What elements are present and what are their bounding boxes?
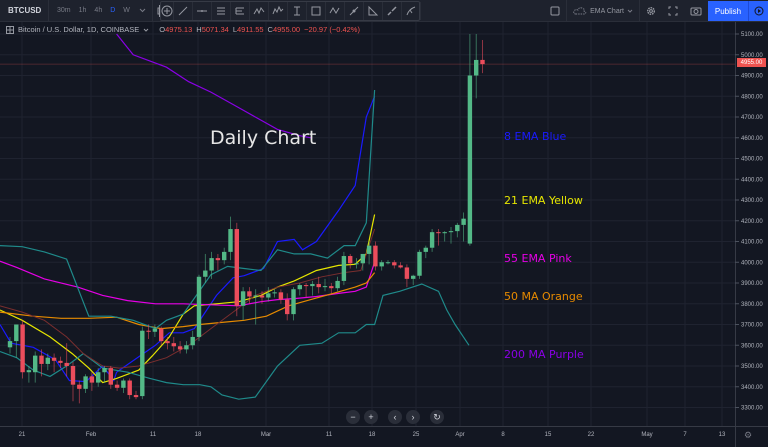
axis-settings-gear-icon[interactable]: ⚙	[744, 430, 753, 440]
camera-icon[interactable]	[684, 0, 708, 22]
svg-text:Feb: Feb	[86, 432, 97, 438]
low-label: L	[232, 25, 237, 34]
open-value: 4975.13	[165, 25, 193, 34]
svg-text:4800.00: 4800.00	[741, 94, 763, 100]
top-right-tools: EMA Chart Publish	[544, 0, 768, 22]
svg-text:22: 22	[588, 432, 595, 438]
annotation-label: 200 MA Purple	[504, 348, 584, 361]
publish-button[interactable]: Publish	[708, 1, 748, 21]
svg-text:Apr: Apr	[455, 432, 464, 438]
svg-text:4000.00: 4000.00	[741, 260, 763, 266]
long-position-icon[interactable]	[345, 2, 364, 20]
fullscreen-icon[interactable]	[662, 0, 684, 22]
compare-icon[interactable]	[6, 25, 14, 34]
annotation-label: 55 EMA Pink	[504, 252, 572, 265]
svg-text:4300.00: 4300.00	[741, 198, 763, 204]
timeframe-30m[interactable]: 30m	[57, 7, 71, 14]
svg-text:4600.00: 4600.00	[741, 136, 763, 142]
zoom-in-button[interactable]: +	[364, 410, 378, 424]
svg-text:May: May	[641, 432, 652, 438]
svg-text:21: 21	[19, 432, 26, 438]
svg-text:8: 8	[501, 432, 505, 438]
annotation-label: 21 EMA Yellow	[504, 194, 583, 207]
date-range-icon[interactable]	[288, 2, 307, 20]
svg-text:5100.00: 5100.00	[741, 32, 763, 38]
last-price-tag: 4955.00	[737, 58, 766, 67]
svg-text:3600.00: 3600.00	[741, 343, 763, 349]
svg-text:3400.00: 3400.00	[741, 385, 763, 391]
svg-text:3300.00: 3300.00	[741, 406, 763, 412]
elliott-wave-icon[interactable]	[269, 2, 288, 20]
xabcd-pattern-icon[interactable]	[250, 2, 269, 20]
pitchfork-icon[interactable]	[212, 2, 231, 20]
plus-circle-icon[interactable]	[161, 2, 174, 20]
svg-text:3900.00: 3900.00	[741, 281, 763, 287]
layout-selector[interactable]: EMA Chart	[566, 0, 640, 22]
svg-text:5000.00: 5000.00	[741, 53, 763, 59]
svg-text:4900.00: 4900.00	[741, 74, 763, 80]
divider	[48, 0, 49, 22]
annotation-label: 8 EMA Blue	[504, 130, 567, 143]
brush-icon[interactable]	[383, 2, 402, 20]
svg-text:3800.00: 3800.00	[741, 302, 763, 308]
abcd-pattern-icon[interactable]	[326, 2, 345, 20]
layout-name: EMA Chart	[590, 7, 624, 15]
svg-text:11: 11	[150, 432, 157, 438]
high-value: 5071.34	[201, 25, 229, 34]
cloud-icon	[573, 7, 587, 15]
drawing-toolbar	[160, 1, 421, 21]
play-icon[interactable]	[748, 1, 768, 21]
svg-text:Mar: Mar	[261, 432, 271, 438]
symbol-legend: Bitcoin / U.S. Dollar, 1D, COINBASE O497…	[6, 25, 360, 34]
chevron-down-icon	[627, 9, 633, 13]
trend-line-icon[interactable]	[174, 2, 193, 20]
svg-text:25: 25	[413, 432, 420, 438]
scroll-right-button[interactable]: ›	[406, 410, 420, 424]
drawing-tools-list	[174, 2, 421, 20]
svg-text:4100.00: 4100.00	[741, 240, 763, 246]
svg-text:15: 15	[545, 432, 552, 438]
horizontal-ray-icon[interactable]	[193, 2, 212, 20]
timeframe-4h[interactable]: 4h	[94, 7, 103, 14]
fullscreen-square-icon[interactable]	[544, 0, 566, 22]
zoom-out-button[interactable]: −	[346, 410, 360, 424]
chart-title-annotation: Daily Chart	[210, 127, 317, 149]
path-icon[interactable]	[402, 2, 421, 20]
high-label: H	[196, 25, 202, 34]
symbol-title[interactable]: Bitcoin / U.S. Dollar, 1D, COINBASE	[18, 25, 140, 34]
timeframe-1h[interactable]: 1h	[78, 7, 87, 14]
svg-text:18: 18	[369, 432, 376, 438]
svg-text:4200.00: 4200.00	[741, 219, 763, 225]
timeframe-D[interactable]: D	[110, 7, 116, 14]
timeframe-selector: 30m 1h 4h D W	[49, 7, 134, 14]
svg-text:3700.00: 3700.00	[741, 323, 763, 329]
annotation-label: 50 MA Orange	[504, 290, 583, 303]
svg-text:13: 13	[719, 432, 726, 438]
low-value: 4911.55	[236, 25, 264, 34]
reset-chart-button[interactable]: ↻	[430, 410, 444, 424]
close-value: 4955.00	[272, 25, 301, 34]
chevron-down-icon[interactable]	[134, 0, 152, 22]
svg-text:4700.00: 4700.00	[741, 115, 763, 121]
chevron-down-icon[interactable]	[143, 28, 149, 32]
svg-text:4400.00: 4400.00	[741, 177, 763, 183]
triangle-icon[interactable]	[364, 2, 383, 20]
gear-icon[interactable]	[640, 0, 662, 22]
scroll-left-button[interactable]: ‹	[388, 410, 402, 424]
timeframe-W[interactable]: W	[123, 7, 130, 14]
svg-text:3500.00: 3500.00	[741, 364, 763, 370]
svg-text:4500.00: 4500.00	[741, 157, 763, 163]
change-value: −20.97 (−0.42%)	[304, 25, 360, 34]
rectangle-icon[interactable]	[307, 2, 326, 20]
close-label: C	[267, 25, 273, 34]
svg-text:7: 7	[683, 432, 687, 438]
divider	[151, 0, 153, 22]
price-chart[interactable]: 5100.00 5000.00 4900.00 4800.00 4700.00 4600.…	[0, 22, 768, 447]
fib-retracement-icon[interactable]	[231, 2, 250, 20]
svg-text:11: 11	[326, 432, 333, 438]
open-label: O	[159, 25, 166, 34]
svg-text:18: 18	[195, 432, 202, 438]
symbol-search[interactable]: BTCUSD	[8, 6, 42, 15]
